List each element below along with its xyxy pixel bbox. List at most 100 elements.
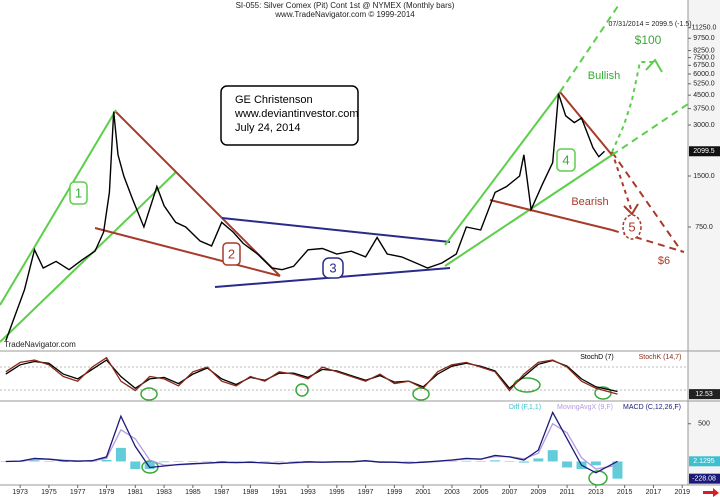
bar: [259, 461, 270, 462]
trend-line: [94, 227, 281, 277]
last-value: 2099.5: [693, 148, 715, 155]
bar: [0, 461, 11, 462]
annotation: 4: [562, 152, 569, 167]
y-tick-label: 5250.0: [693, 81, 715, 88]
label-box: [69, 181, 88, 205]
annotation: 1: [75, 185, 82, 200]
last-value: 2.1295: [693, 458, 715, 465]
bar: [547, 450, 558, 462]
y-tick-label: 7500.0: [693, 54, 715, 61]
trend-line: [0, 109, 117, 306]
x-tick-label: 1981: [128, 489, 144, 496]
bar: [403, 461, 414, 462]
bar: [43, 461, 54, 462]
scroll-arrow: [703, 488, 719, 497]
trend-line: [611, 61, 655, 153]
x-tick-label: 1973: [12, 489, 28, 496]
x-tick-label: 1997: [358, 489, 374, 496]
trend-line: [444, 154, 613, 267]
chart-subtitle: www.TradeNavigator.com © 1999-2014: [274, 10, 415, 19]
x-tick-label: 2007: [502, 489, 518, 496]
label-box: [222, 242, 241, 266]
x-tick-label: 1985: [185, 489, 201, 496]
label-box: [556, 148, 576, 172]
legend-entry: MovingAvgX (9,F): [557, 404, 613, 411]
chart-title: SI-055: Silver Comex (Pit) Cont 1st @ NY…: [236, 1, 455, 10]
trend-line: [444, 91, 561, 246]
x-tick-label: 1995: [329, 489, 345, 496]
last-value: -228.08: [692, 476, 716, 483]
y-tick-label: 4500.0: [693, 92, 715, 99]
annotation: 2: [228, 246, 235, 261]
y-tick-label: 3750.0: [693, 105, 715, 112]
x-tick-label: 1999: [387, 489, 403, 496]
bar: [29, 460, 40, 462]
bar: [231, 461, 242, 462]
bar: [202, 461, 213, 462]
x-tick-label: 2015: [617, 489, 633, 496]
x-tick-label: 1975: [41, 489, 57, 496]
annotation: $100: [635, 33, 662, 47]
bar: [216, 461, 227, 462]
legend-entry: Diff (F,1,1): [509, 404, 541, 411]
trend-line: [489, 199, 613, 231]
x-tick-label: 2013: [588, 489, 604, 496]
y-tick-label: 6000.0: [693, 71, 715, 78]
y-tick-label: 11250.0: [692, 25, 717, 32]
bar: [446, 461, 457, 462]
x-tick-label: 2011: [560, 489, 575, 496]
x-tick-label: 2009: [531, 489, 547, 496]
x-tick-label: 2017: [646, 489, 662, 496]
bar: [475, 461, 486, 462]
annotation: Bearish: [571, 196, 608, 208]
highlight: [412, 387, 430, 401]
note-box: [220, 85, 359, 146]
line: [5, 410, 618, 474]
x-tick-label: 1991: [271, 489, 287, 496]
legend-entry: StochK (14,7): [639, 354, 682, 361]
y-tick-label: 6750.0: [693, 62, 715, 69]
y-tick-label: 3000.0: [693, 122, 715, 129]
last-value-box: [689, 456, 720, 467]
highlight: [140, 387, 158, 401]
annotation: 3: [329, 260, 336, 275]
y-tick-label: 9750.0: [693, 35, 715, 42]
bar: [144, 461, 155, 470]
x-tick-label: 1989: [243, 489, 259, 496]
y-tick-label: 8250.0: [693, 47, 715, 54]
trend-lines: [0, 5, 689, 343]
y-tick-label: 1500.0: [693, 173, 715, 180]
last-value-box: [689, 146, 720, 157]
bar: [490, 460, 501, 462]
y-tick-label: 500: [698, 421, 710, 428]
label-box: [622, 214, 642, 240]
bar: [461, 460, 472, 462]
bar: [612, 461, 623, 479]
x-tick-label: 1983: [156, 489, 172, 496]
label-box: [322, 257, 344, 279]
legend-entry: StochD (7): [580, 354, 613, 361]
trend-line: [559, 91, 613, 156]
bar: [115, 447, 126, 462]
last-value-box: [689, 473, 720, 484]
x-tick-label: 1979: [99, 489, 115, 496]
last-label: 07/31/2014 = 2099.5 (-1.5): [608, 21, 691, 28]
annotation: $6: [658, 255, 670, 267]
note-line: July 24, 2014: [235, 122, 300, 134]
bar: [504, 461, 515, 462]
source: TradeNavigator.com: [4, 340, 76, 349]
legend-entry: MACD (C,12,26,F): [623, 404, 681, 411]
line: [5, 93, 605, 341]
x-tick-label: 2003: [444, 489, 460, 496]
line: [5, 359, 618, 393]
trend-line: [611, 151, 633, 213]
x-tick-label: 2019: [674, 489, 690, 496]
bar: [58, 461, 69, 463]
x-tick-label: 2005: [473, 489, 489, 496]
x-tick-label: 1977: [70, 489, 86, 496]
trend-line: [221, 217, 451, 243]
x-tick-label: 2001: [415, 489, 431, 496]
bar: [130, 461, 141, 470]
